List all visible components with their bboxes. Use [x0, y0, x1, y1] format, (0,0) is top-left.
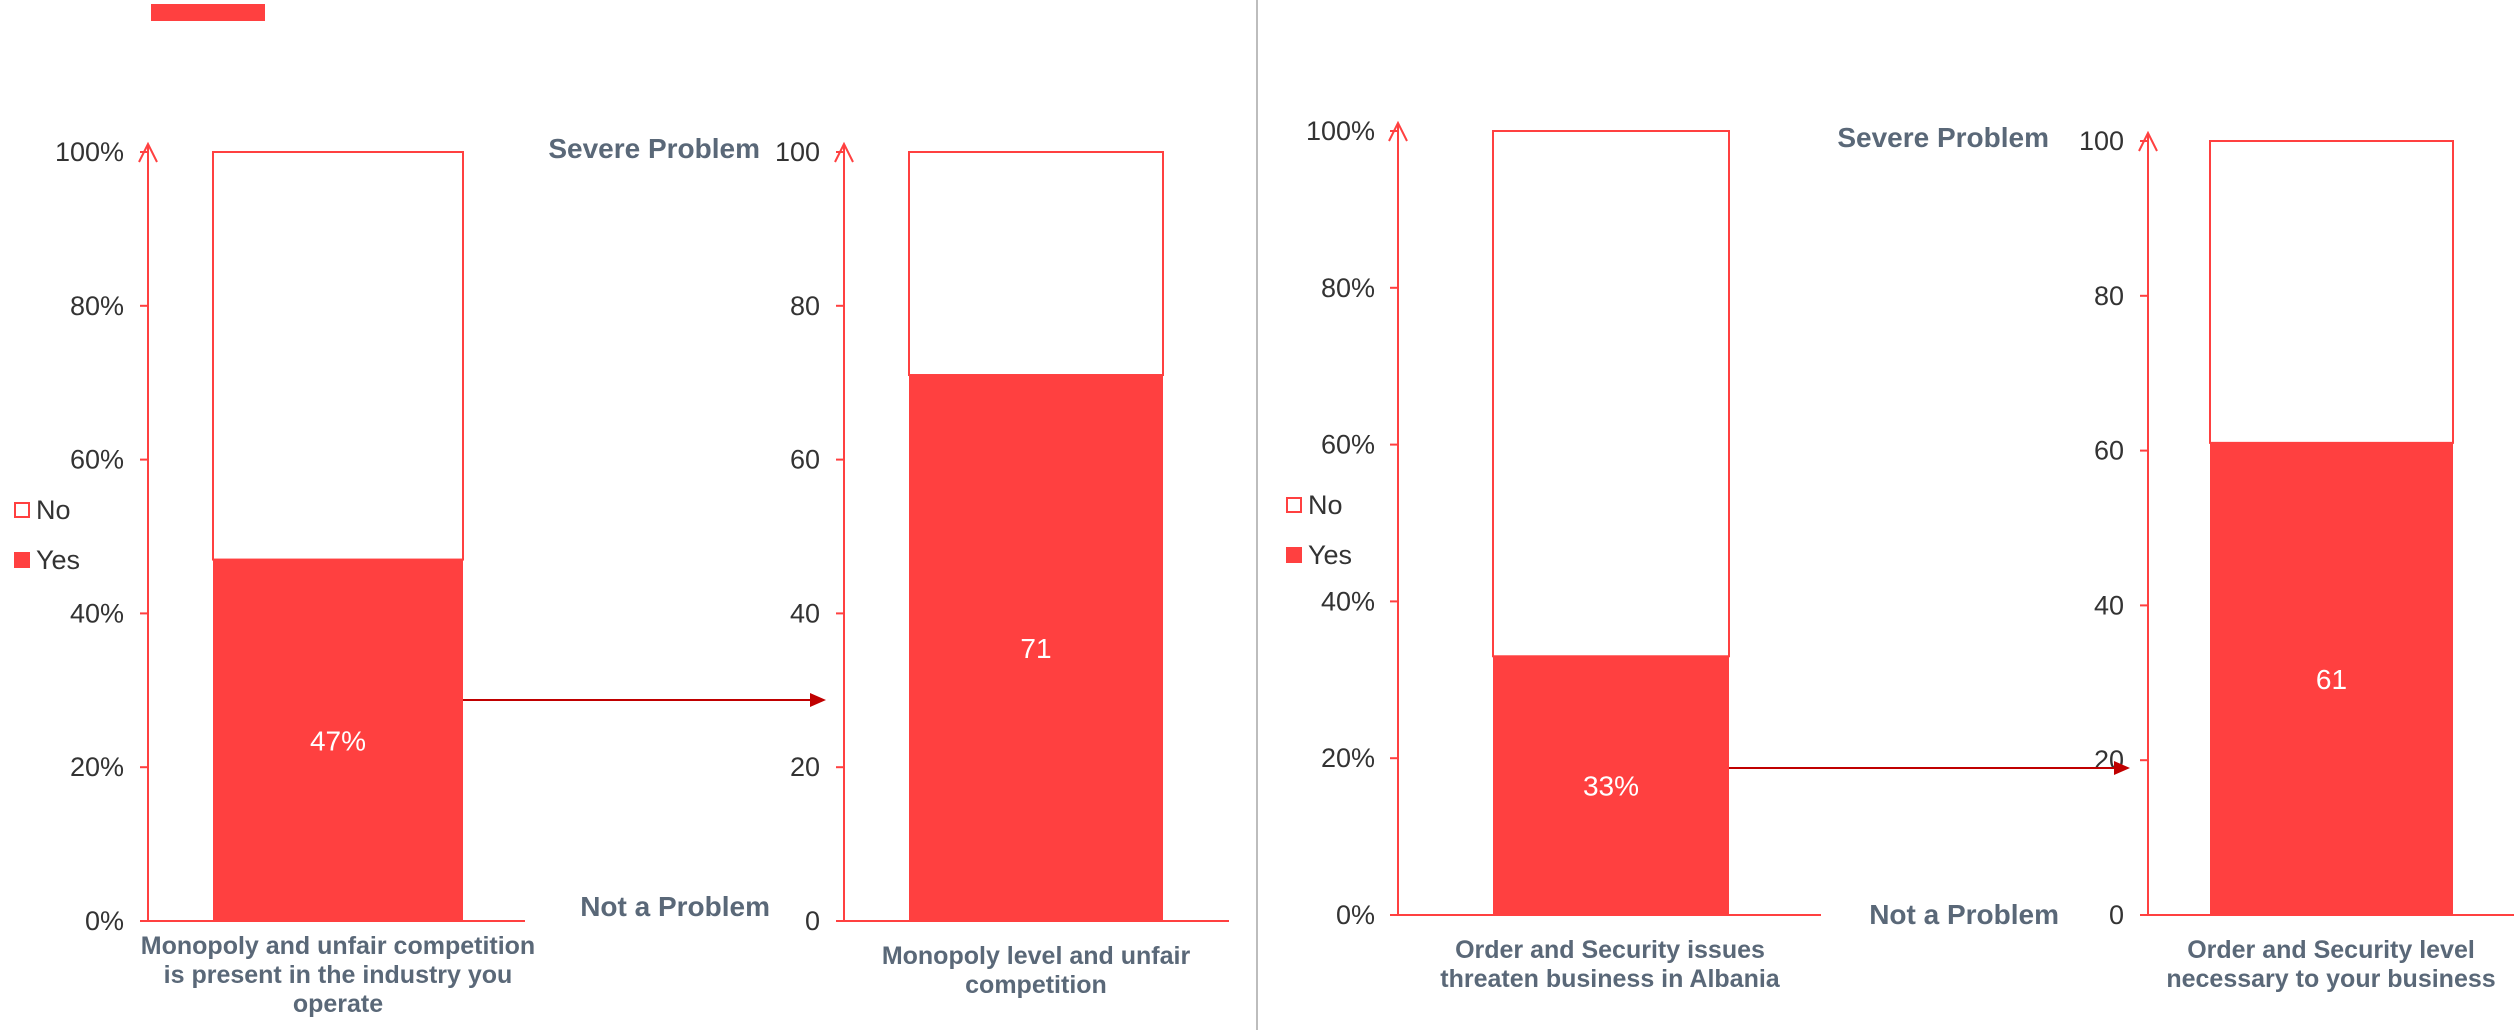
- bar-segment-no: [1492, 130, 1730, 658]
- bar-segment-yes: [1493, 656, 1729, 915]
- bar-segment-no: [212, 151, 464, 561]
- data-label: 61: [2316, 664, 2347, 695]
- severe-problem-label: Severe Problem: [1837, 122, 2049, 153]
- legend-swatch-yes: [1286, 547, 1302, 563]
- y-tick-label: 100%: [1306, 116, 1375, 146]
- y-tick-label: 0%: [1336, 900, 1375, 930]
- bar-segment-yes: [909, 375, 1163, 921]
- severe-problem-label: Severe Problem: [548, 133, 760, 164]
- category-label: Monopoly level and unfair competition: [882, 942, 1191, 999]
- not-a-problem-label: Not a Problem: [1869, 899, 2059, 930]
- legend-swatch-yes: [14, 552, 30, 568]
- y-tick-label: 80: [790, 291, 820, 321]
- category-label: Monopoly and unfair competition is presen…: [141, 932, 535, 1018]
- y-tick-label: 100%: [55, 137, 124, 167]
- y-tick-label: 40: [2094, 590, 2124, 620]
- y-tick-label: 100: [2079, 126, 2124, 156]
- data-label: 33%: [1583, 771, 1639, 802]
- chart-1: 0% 20% 40% 60% 80% 100% 47% Monopoly and unfair…: [14, 137, 535, 1018]
- y-tick-label: 20: [790, 752, 820, 782]
- category-label: Order and Security level necessary to you…: [2166, 936, 2495, 993]
- header-accent-bar: [151, 4, 265, 21]
- y-tick-label: 0: [2109, 900, 2124, 930]
- y-axis-arrowhead: [138, 141, 158, 163]
- connector-arrowhead: [2114, 761, 2130, 775]
- bar-segment-no: [2209, 140, 2454, 444]
- y-tick-label: 80: [2094, 281, 2124, 311]
- y-tick-label: 100: [775, 137, 820, 167]
- data-label: 71: [1020, 633, 1051, 664]
- y-axis-arrowhead: [834, 141, 854, 163]
- y-tick-label: 20%: [70, 752, 124, 782]
- y-tick-label: 0%: [85, 906, 124, 936]
- y-tick-label: 60%: [1321, 430, 1375, 460]
- legend-swatch-no: [1286, 497, 1302, 513]
- data-label: 47%: [310, 725, 366, 756]
- y-tick-label: 80%: [70, 291, 124, 321]
- not-a-problem-label: Not a Problem: [580, 891, 770, 922]
- y-tick-label: 0: [805, 906, 820, 936]
- y-tick-label: 60: [2094, 436, 2124, 466]
- y-tick-label: 20%: [1321, 743, 1375, 773]
- bar-segment-yes: [2210, 442, 2453, 915]
- y-axis-arrowhead: [1388, 120, 1408, 142]
- legend-swatch-no: [14, 502, 30, 518]
- legend-label-yes: Yes: [1308, 540, 1352, 570]
- legend-label-no: No: [1308, 490, 1343, 520]
- bar-segment-no: [908, 151, 1164, 377]
- y-tick-label: 60: [790, 445, 820, 475]
- y-tick-label: 80%: [1321, 273, 1375, 303]
- category-label: Order and Security issues threaten busine…: [1440, 936, 1781, 993]
- bar-segment-yes: [213, 559, 463, 921]
- chart-3: 0% 20% 40% 60% 80% 100% 33% Order and Security …: [1286, 116, 1821, 993]
- y-axis-arrowhead: [2138, 130, 2158, 152]
- legend-label-no: No: [36, 495, 71, 525]
- y-tick-label: 40%: [1321, 586, 1375, 616]
- y-tick-label: 40%: [70, 598, 124, 628]
- y-tick-label: 40: [790, 598, 820, 628]
- chart-2: 0 20 40 60 80 100 71 Monopoly level and unfair c…: [548, 133, 1229, 999]
- legend-label-yes: Yes: [36, 545, 80, 575]
- connector-arrowhead: [810, 693, 826, 707]
- y-tick-label: 60%: [70, 445, 124, 475]
